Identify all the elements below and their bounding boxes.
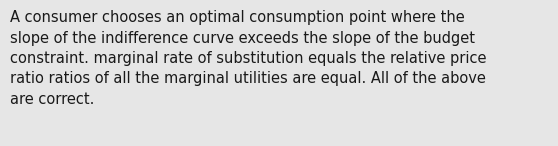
Text: A consumer chooses an optimal consumption point where the
slope of the indiffere: A consumer chooses an optimal consumptio… xyxy=(10,10,487,107)
